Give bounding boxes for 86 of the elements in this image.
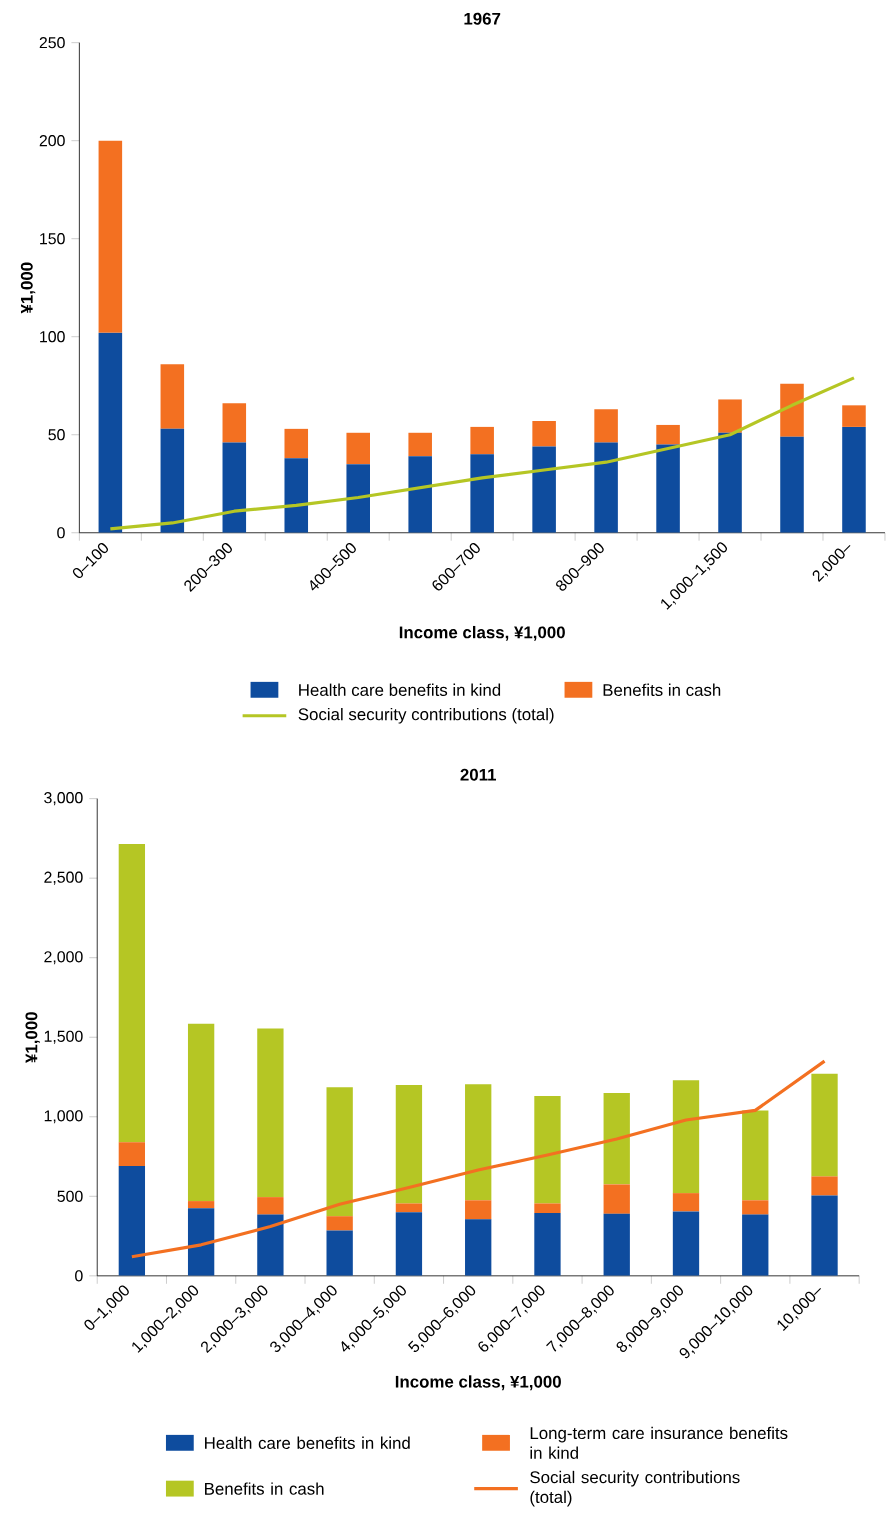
legend-label: Social security contributions (total) [298,707,554,724]
bar [346,432,371,465]
bar [98,140,123,333]
x-axis-title: Income class, ¥1,000 [399,625,565,641]
bar [594,409,618,443]
bar [742,1200,769,1215]
bar [257,1028,284,1198]
bar [603,1092,630,1185]
bar [532,446,556,533]
bar [742,1110,769,1201]
bar [188,1023,215,1202]
bar [326,1087,353,1217]
bar [465,1200,492,1220]
bar [534,1203,561,1214]
y-tick-label: 3,000 [44,792,83,806]
bar [534,1213,561,1276]
bar [395,1212,423,1276]
bar [656,424,680,445]
bar [118,1166,146,1276]
bar [395,1203,423,1213]
bar [257,1197,284,1215]
y-tick-label: 500 [57,1190,83,1202]
y-tick-label: 0 [75,1270,83,1282]
bar [326,1216,353,1231]
x-axis-title: Income class, ¥1,000 [395,1375,561,1391]
y-tick-label: 2,500 [44,871,83,885]
bar [160,428,185,533]
bar [188,1201,215,1209]
chart-title: 2011 [460,768,497,781]
bar [326,1230,353,1276]
legend-label: Long-term care insurance benefits in kind [530,1426,788,1459]
bar [742,1214,769,1276]
bar [780,383,804,437]
bar [532,421,556,447]
legend-label: Benefits in cash [603,683,721,696]
bar [395,1084,423,1204]
bar [656,444,680,533]
y-tick-label: 50 [48,429,65,441]
y-axis-title: ¥1,000 [25,1012,40,1063]
bar [465,1084,492,1201]
y-tick-label: 2,000 [44,951,83,965]
chart-title: 1967 [464,12,501,25]
legend-label: Health care benefits in kind [205,1436,410,1449]
bar [408,456,432,533]
bar [98,332,123,533]
y-tick-label: 150 [40,233,65,245]
bar [160,364,185,429]
bar [408,432,432,457]
bar [672,1193,700,1212]
bar [284,428,309,459]
bar [603,1184,630,1214]
bar [470,426,494,455]
bar [842,426,866,533]
y-tick-label: 1,500 [44,1030,83,1044]
y-tick-label: 100 [40,331,65,343]
bar [780,436,804,533]
bar [718,399,742,433]
bar [811,1195,838,1276]
legend-label: Health care benefits in kind [299,683,501,696]
bar [465,1219,492,1276]
bar [672,1211,700,1276]
bar [222,403,247,443]
bar [257,1214,284,1276]
line-series [130,1059,827,1259]
y-tick-label: 250 [39,37,65,49]
bar [842,405,866,427]
bar [470,454,494,533]
bar [118,843,146,1143]
y-tick-label: 0 [57,527,65,539]
bar [718,432,742,533]
y-axis-title: ¥1,000 [20,262,36,314]
bar [594,442,618,533]
bar [534,1096,561,1204]
bar [811,1073,838,1177]
bar [222,442,247,533]
legend-label: Social security contributions (total) [530,1470,740,1507]
bar [811,1176,838,1196]
y-tick-label: 1,000 [44,1110,83,1124]
bar [118,1142,146,1167]
bar [672,1080,700,1194]
bar [346,464,371,533]
bar [188,1208,215,1276]
bar [603,1213,630,1276]
bar [284,458,309,533]
y-tick-label: 200 [39,135,65,147]
legend-label: Benefits in cash [205,1482,324,1495]
